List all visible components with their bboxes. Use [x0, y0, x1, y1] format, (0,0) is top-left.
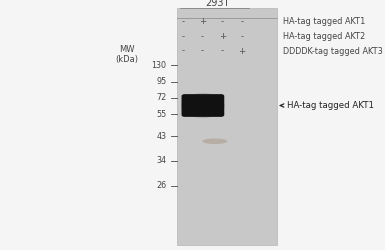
Text: 95: 95 — [156, 78, 166, 86]
Text: HA-tag tagged AKT2: HA-tag tagged AKT2 — [283, 32, 365, 41]
Text: -: - — [181, 46, 184, 56]
Text: -: - — [201, 46, 204, 56]
Text: 55: 55 — [156, 110, 166, 119]
Text: -: - — [221, 18, 224, 26]
Text: HA-tag tagged AKT1: HA-tag tagged AKT1 — [280, 101, 374, 110]
Text: -: - — [181, 32, 184, 41]
FancyBboxPatch shape — [182, 94, 224, 117]
Text: 43: 43 — [156, 132, 166, 141]
Text: -: - — [240, 32, 243, 41]
Text: 26: 26 — [156, 181, 166, 190]
Text: 293T: 293T — [205, 0, 230, 8]
Text: -: - — [181, 18, 184, 26]
Text: +: + — [238, 46, 245, 56]
Text: 72: 72 — [156, 94, 166, 102]
Text: HA-tag tagged AKT1: HA-tag tagged AKT1 — [283, 18, 365, 26]
Bar — [177, 8, 277, 245]
Text: MW: MW — [119, 46, 135, 54]
Text: +: + — [219, 32, 226, 41]
Text: -: - — [201, 32, 204, 41]
Text: +: + — [199, 18, 206, 26]
Text: -: - — [240, 18, 243, 26]
Text: -: - — [221, 46, 224, 56]
Ellipse shape — [181, 93, 225, 118]
Ellipse shape — [203, 138, 227, 144]
Text: 130: 130 — [151, 60, 166, 70]
Text: 34: 34 — [156, 156, 166, 165]
Text: DDDDK-tag tagged AKT3: DDDDK-tag tagged AKT3 — [283, 46, 383, 56]
Text: (kDa): (kDa) — [116, 55, 139, 64]
